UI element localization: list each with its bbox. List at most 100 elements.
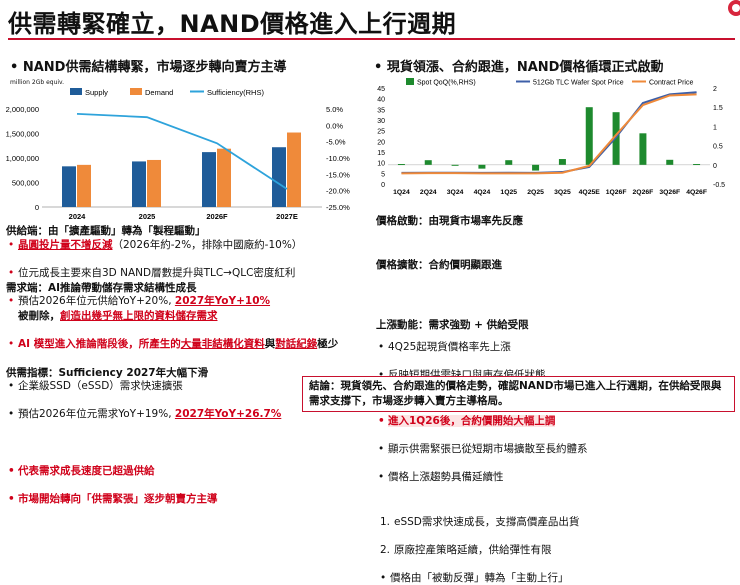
y2-tick-label: 0.5	[713, 144, 723, 151]
legend-swatch-0	[406, 78, 414, 85]
y-tick-label: 0	[381, 182, 385, 189]
x-tick-label: 2Q25	[527, 189, 544, 196]
x-tick-label: 2Q26F	[633, 189, 654, 196]
price-expand-item-3: 價格上漲趨勢具備延續性	[376, 470, 740, 484]
indicator-item-2: 市場開始轉向「供需緊張」逐步朝賣方主導	[6, 492, 740, 506]
y-tick-label: 35	[377, 107, 385, 114]
y2-tick-label: -15.0%	[326, 170, 350, 179]
price-start-item-1: 4Q25起現貨價格率先上漲	[376, 340, 740, 354]
bar-spot-qoq	[478, 164, 486, 169]
x-tick-label: 2024	[69, 212, 87, 221]
conclusion-box: 結論：現貨領先、合約跟進的價格走勢，確認NAND市場已進入上行週期，在供給受限與…	[302, 376, 735, 412]
left-section-heading: • NAND供需結構轉緊，市場逐步轉向賣方主導	[10, 60, 287, 75]
x-tick-label: 1Q25	[500, 189, 517, 196]
drivers-item-2: 2. 原廠控產策略延續，供給彈性有限	[380, 544, 552, 556]
legend-label-1: Demand	[145, 88, 173, 97]
y2-tick-label: 1.5	[713, 105, 723, 112]
bar-demand	[217, 148, 231, 207]
contract-price-line	[401, 93, 697, 175]
supply-item-3: 預估2026年位元供給YoY+20%, 2027年YoY+10%	[6, 294, 740, 308]
y-tick-label: 500,000	[12, 179, 39, 188]
legend-label-2: Sufficiency(RHS)	[207, 88, 264, 97]
nand-price-chart: Spot QoQ(%,RHS) 512Gb TLC Wafer Spot Pric…	[377, 78, 725, 196]
y2-tick-label: 1	[713, 124, 717, 131]
bar-spot-qoq	[451, 164, 459, 166]
drivers-item-1: 1. eSSD需求快速成長，支撐高價產品出貨	[380, 516, 580, 528]
title-divider	[8, 38, 735, 40]
legend-swatch-0	[70, 88, 82, 95]
bar-spot-qoq	[424, 160, 432, 165]
bar-spot-qoq	[666, 159, 674, 165]
x-tick-label: 3Q24	[447, 189, 464, 196]
legend-swatch-1	[130, 88, 142, 95]
y2-tick-label: 5.0%	[326, 105, 343, 114]
y-tick-label: 40	[377, 97, 385, 104]
supply-demand-chart: Supply Demand Sufficiency(RHS) 0 500,000 1,00…	[6, 88, 350, 221]
price-start-title: 價格啟動：由現貨市場率先反應	[376, 215, 523, 227]
y-tick-label: 10	[377, 161, 385, 168]
y-tick-label: 45	[377, 86, 385, 93]
y-tick-label: 1,500,000	[6, 130, 39, 139]
brand-logo-icon	[728, 0, 740, 16]
page-title: 供需轉緊確立，NAND價格進入上行週期	[8, 10, 457, 38]
bar-supply	[132, 161, 146, 207]
y2-tick-label: 2	[713, 86, 717, 93]
y2-tick-label: -20.0%	[326, 187, 350, 196]
spot-price-line	[401, 91, 697, 174]
y-tick-label: 15	[377, 150, 385, 157]
y2-tick-label: -10.0%	[326, 154, 350, 163]
y-tick-label: 5	[381, 171, 385, 178]
demand-title: 需求端：AI推論帶動儲存需求結構性成長	[6, 282, 197, 294]
x-tick-label: 1Q26F	[606, 189, 627, 196]
x-tick-label: 2027E	[276, 212, 298, 221]
demand-item-1-cont: 被刪除，創造出幾乎無上限的資料儲存需求	[18, 310, 218, 322]
y-tick-label: 0	[35, 203, 39, 212]
x-tick-label: 3Q25	[554, 189, 571, 196]
y-tick-label: 20	[377, 139, 385, 146]
demand-item-1: AI 模型進入推論階段後，所產生的大量非結構化資料與對話紀錄極少	[6, 337, 740, 351]
bar-spot-qoq	[397, 164, 405, 166]
x-tick-label: 4Q24	[474, 189, 491, 196]
x-tick-label: 2025	[139, 212, 156, 221]
supply-item-2: 位元成長主要來自3D NAND層數提升與TLC→QLC密度紅利	[6, 266, 740, 280]
right-section-heading: • 現貨領漲、合約跟進，NAND價格循環正式啟動	[374, 60, 664, 75]
legend-label-2: Contract Price	[649, 80, 693, 87]
bar-demand	[287, 132, 301, 207]
y-tick-label: 25	[377, 129, 385, 136]
legend-label-1: 512Gb TLC Wafer Spot Price	[533, 80, 624, 87]
y2-tick-label: 0.0%	[326, 121, 343, 130]
indicator-title: 供需指標：Sufficiency 2027年大幅下滑	[6, 367, 209, 379]
price-expand-title: 價格擴散：合約價明顯跟進	[376, 259, 502, 271]
x-tick-label: 2Q24	[420, 189, 437, 196]
y2-tick-label: -25.0%	[326, 203, 350, 212]
supply-title: 供給端：由「擴產驅動」轉為「製程驅動」	[6, 225, 206, 237]
demand-item-2: 企業級SSD（eSSD）需求快速擴張	[6, 379, 740, 393]
bar-spot-qoq	[558, 159, 566, 165]
x-tick-label: 4Q26F	[686, 189, 707, 196]
drivers-title: 上漲動能：需求強勁 + 供給受限	[376, 319, 529, 331]
bar-demand	[147, 159, 161, 207]
y2-tick-label: -0.5	[713, 182, 725, 189]
price-expand-item-2: 顯示供需緊張已從短期市場擴散至長約體系	[376, 442, 740, 456]
x-tick-label: 2026F	[206, 212, 228, 221]
y2-tick-label: 0	[713, 163, 717, 170]
y-tick-label: 30	[377, 118, 385, 125]
bar-spot-qoq	[693, 164, 701, 166]
x-tick-label: 4Q25E	[579, 189, 601, 196]
bar-spot-qoq	[505, 160, 513, 165]
legend-label-0: Supply	[85, 88, 108, 97]
price-expand-item-1: 進入1Q26後，合約價開始大幅上調	[376, 414, 740, 428]
bar-spot-qoq	[639, 133, 647, 165]
bar-supply	[62, 166, 76, 207]
bar-spot-qoq	[585, 107, 593, 165]
bar-demand	[77, 164, 91, 207]
x-tick-label: 3Q26F	[659, 189, 680, 196]
bar-supply	[202, 152, 216, 207]
bar-supply	[272, 147, 286, 207]
legend-label-0: Spot QoQ(%,RHS)	[417, 80, 476, 87]
x-tick-label: 1Q24	[393, 189, 410, 196]
bar-spot-qoq	[532, 164, 540, 171]
demand-item-3: 預估2026年位元需求YoY+19%, 2027年YoY+26.7%	[6, 407, 740, 421]
drivers-item-3: 價格由「被動反彈」轉為「主動上行」	[378, 571, 740, 585]
left-chart-unit: million 2Gb equiv.	[10, 79, 65, 86]
